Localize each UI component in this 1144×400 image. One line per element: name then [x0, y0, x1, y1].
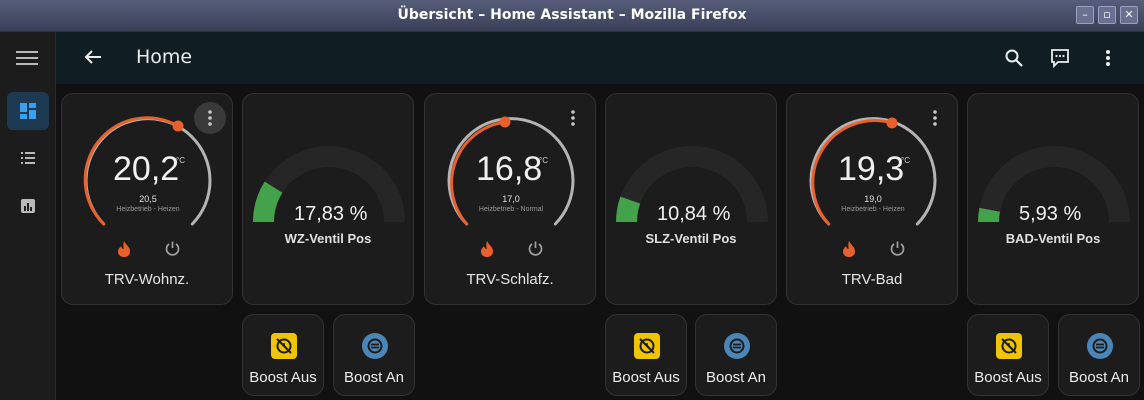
- off-mode-button[interactable]: [888, 239, 906, 257]
- target-temperature: 17,0: [502, 194, 520, 204]
- thermostat-card[interactable]: 20,2 °C 20,5 Heizbetrieb - Heizen TRV-Wo…: [61, 93, 233, 305]
- gauge-fill: [616, 196, 641, 223]
- top-app-bar: Home: [56, 32, 1144, 84]
- heat-mode-button[interactable]: [115, 240, 133, 258]
- current-temperature: 19,3: [838, 150, 905, 188]
- boost-off-label: Boost Aus: [974, 369, 1042, 386]
- boost-on-button[interactable]: Boost An: [695, 314, 777, 396]
- thermostat-dial[interactable]: [80, 116, 216, 228]
- hvac-mode-label: Heizbetrieb - Heizen: [116, 206, 180, 213]
- sidebar: [0, 32, 56, 400]
- gauge-name: BAD-Ventil Pos: [1005, 231, 1101, 246]
- gauge-card[interactable]: 17,83 % WZ-Ventil Pos: [242, 93, 414, 305]
- gauge-fill: [253, 181, 283, 223]
- gauge-value: 5,93 %: [1019, 203, 1082, 225]
- temperature-unit: °C: [176, 156, 185, 165]
- card-menu-button[interactable]: [194, 102, 226, 134]
- target-handle[interactable]: [172, 120, 184, 132]
- list-icon: [21, 152, 35, 164]
- heat-mode-button[interactable]: [478, 240, 496, 258]
- gauge-name: WZ-Ventil Pos: [284, 231, 372, 246]
- target-temperature: 20,5: [139, 194, 157, 204]
- sidebar-item-history[interactable]: [7, 187, 49, 225]
- target-temperature: 19,0: [864, 194, 882, 204]
- gauge-card[interactable]: 10,84 % SLZ-Ventil Pos: [605, 93, 777, 305]
- target-handle[interactable]: [499, 116, 511, 128]
- boost-off-label: Boost Aus: [249, 369, 317, 386]
- boost-on-button[interactable]: Boost An: [1058, 314, 1140, 396]
- search-icon: [1005, 49, 1023, 67]
- boost-on-label: Boost An: [343, 369, 405, 386]
- chart-icon: [21, 199, 35, 213]
- boost-off-icon: [996, 333, 1022, 359]
- hvac-mode-label: Heizbetrieb - Normal: [478, 206, 544, 213]
- thermostat-dial[interactable]: [443, 116, 579, 228]
- search-button[interactable]: [1002, 46, 1026, 70]
- flame-icon: [118, 241, 130, 257]
- card-menu-button[interactable]: [557, 102, 589, 134]
- gauge-fill: [977, 207, 1000, 223]
- gauge-card[interactable]: 5,93 % BAD-Ventil Pos: [967, 93, 1139, 305]
- page-title: Home: [136, 46, 193, 68]
- gauge-value: 17,83 %: [294, 203, 368, 225]
- boost-off-button[interactable]: Boost Aus: [605, 314, 687, 396]
- off-mode-button[interactable]: [163, 239, 181, 257]
- valve-gauge: [253, 146, 405, 223]
- sidebar-item-overview[interactable]: [7, 92, 49, 130]
- boost-off-icon: [271, 333, 297, 359]
- menu-icon[interactable]: [16, 48, 38, 70]
- power-icon: [890, 241, 904, 256]
- thermostat-dial[interactable]: [805, 116, 941, 228]
- boost-on-icon: [1087, 333, 1113, 359]
- more-vertical-icon: [571, 110, 575, 126]
- boost-on-button[interactable]: Boost An: [333, 314, 415, 396]
- temperature-unit: °C: [539, 156, 548, 165]
- boost-off-button[interactable]: Boost Aus: [242, 314, 324, 396]
- heat-mode-button[interactable]: [840, 240, 858, 258]
- power-icon: [165, 241, 179, 256]
- thermostat-name: TRV-Wohnz.: [104, 271, 190, 288]
- boost-off-icon: [634, 333, 660, 359]
- boost-off-button[interactable]: Boost Aus: [967, 314, 1049, 396]
- window-title: Übersicht – Home Assistant – Mozilla Fir…: [397, 7, 747, 23]
- thermostat-name: TRV-Bad: [841, 271, 903, 288]
- valve-gauge: [977, 146, 1130, 223]
- off-mode-button[interactable]: [526, 239, 544, 257]
- arrow-left-icon: [84, 50, 101, 64]
- more-vertical-icon: [933, 110, 937, 126]
- close-button[interactable]: ✕: [1120, 6, 1138, 24]
- window-titlebar: Übersicht – Home Assistant – Mozilla Fir…: [0, 0, 1144, 32]
- minimize-button[interactable]: –: [1076, 6, 1094, 24]
- boost-on-label: Boost An: [705, 369, 767, 386]
- power-icon: [528, 241, 542, 256]
- thermostat-name: TRV-Schlafz.: [466, 271, 554, 288]
- current-temperature: 20,2: [113, 150, 180, 188]
- card-menu-button[interactable]: [919, 102, 951, 134]
- gauge-value: 10,84 %: [657, 203, 731, 225]
- more-options-button[interactable]: [1096, 46, 1120, 70]
- thermostat-card[interactable]: 16,8 °C 17,0 Heizbetrieb - Normal TRV-Sc…: [424, 93, 596, 305]
- dashboard-icon: [20, 103, 36, 119]
- chat-icon: [1051, 49, 1069, 68]
- target-handle[interactable]: [886, 117, 898, 129]
- more-vertical-icon: [1106, 50, 1110, 66]
- thermostat-card[interactable]: 19,3 °C 19,0 Heizbetrieb - Heizen TRV-Ba…: [786, 93, 958, 305]
- assist-button[interactable]: [1048, 46, 1072, 70]
- more-vertical-icon: [208, 110, 212, 126]
- flame-icon: [843, 241, 855, 257]
- sidebar-item-logbook[interactable]: [7, 139, 49, 177]
- temperature-unit: °C: [901, 156, 910, 165]
- valve-gauge: [616, 146, 768, 223]
- current-temperature: 16,8: [476, 150, 543, 188]
- flame-icon: [481, 241, 493, 257]
- boost-on-icon: [362, 333, 388, 359]
- maximize-button[interactable]: ▫: [1098, 6, 1116, 24]
- back-button[interactable]: [82, 46, 104, 72]
- hvac-mode-label: Heizbetrieb - Heizen: [841, 206, 905, 213]
- boost-off-label: Boost Aus: [612, 369, 680, 386]
- gauge-name: SLZ-Ventil Pos: [645, 231, 737, 246]
- boost-on-label: Boost An: [1068, 369, 1130, 386]
- boost-on-icon: [724, 333, 750, 359]
